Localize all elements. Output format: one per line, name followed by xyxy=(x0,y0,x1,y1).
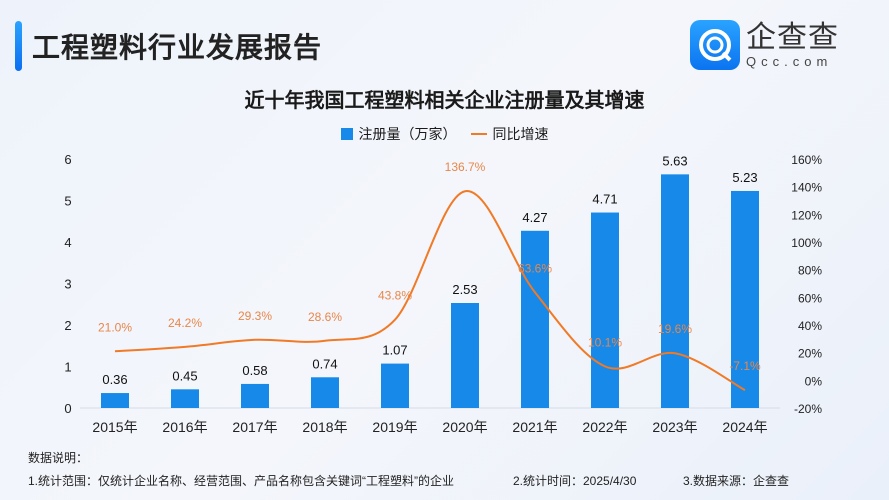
legend-bar-swatch xyxy=(340,128,353,140)
bar xyxy=(171,389,199,408)
bar xyxy=(381,363,409,408)
x-tick: 2015年 xyxy=(92,419,137,435)
x-tick: 2023年 xyxy=(652,419,697,435)
bar xyxy=(451,303,479,408)
y-right-tick: 100% xyxy=(791,236,822,250)
bar-label: 1.07 xyxy=(382,343,407,358)
y-left-tick: 1 xyxy=(64,360,71,375)
y-right-tick: 140% xyxy=(791,181,822,195)
y-right-tick: 80% xyxy=(798,264,822,278)
x-tick: 2020年 xyxy=(442,419,487,435)
logo-cn: 企查查 xyxy=(746,20,839,54)
line-label: 19.6% xyxy=(658,322,692,336)
report-title: 工程塑料行业发展报告 xyxy=(32,32,323,63)
bar xyxy=(661,174,689,408)
bar xyxy=(731,190,759,408)
y-right-tick: 160% xyxy=(791,153,822,167)
legend-line-swatch xyxy=(470,133,487,135)
bar-label: 2.53 xyxy=(452,282,477,297)
note-2: 2.统计时间：2025/4/30 xyxy=(513,474,637,488)
y-left-tick: 6 xyxy=(64,152,71,167)
line-label: 29.3% xyxy=(238,309,272,323)
qcc-logo-icon xyxy=(690,20,740,70)
x-tick: 2021年 xyxy=(512,419,557,435)
x-tick: 2022年 xyxy=(582,419,627,435)
chart-title: 近十年我国工程塑料相关企业注册量及其增速 xyxy=(244,90,645,112)
bar xyxy=(591,212,619,408)
x-tick: 2019年 xyxy=(372,419,417,435)
x-tick: 2016年 xyxy=(162,419,207,435)
bar-label: 4.27 xyxy=(522,210,547,225)
legend-bar-label: 注册量（万家） xyxy=(358,126,457,142)
bar xyxy=(521,230,549,408)
bar xyxy=(241,383,269,408)
bar-label: 5.23 xyxy=(732,170,757,185)
line-label: 28.6% xyxy=(308,310,342,324)
x-tick: 2018年 xyxy=(302,419,347,435)
y-left-tick: 3 xyxy=(64,277,71,292)
bar-label: 4.71 xyxy=(592,192,617,207)
qcc-logo: 企查查 Qcc.com xyxy=(690,20,839,70)
growth-line xyxy=(114,190,746,392)
y-left-tick: 2 xyxy=(64,318,71,333)
bar xyxy=(311,377,339,408)
logo-en: Qcc.com xyxy=(746,53,833,69)
notes-heading: 数据说明： xyxy=(28,451,89,465)
y-right-tick: 0% xyxy=(805,374,823,388)
y-right-tick: 120% xyxy=(791,208,822,222)
x-tick: 2017年 xyxy=(232,419,277,435)
bar-label: 0.36 xyxy=(102,372,127,387)
note-1: 1.统计范围：仅统计企业名称、经营范围、产品名称包含关键词“工程塑料”的企业 xyxy=(28,474,455,488)
legend: 注册量（万家） 同比增速 xyxy=(0,124,889,144)
line-label: 43.8% xyxy=(378,289,412,303)
line-label: -7.1% xyxy=(729,359,761,373)
y-right-tick: 20% xyxy=(798,347,822,361)
line-label: 10.1% xyxy=(588,335,622,349)
y-left-tick: 0 xyxy=(64,401,71,416)
y-right-tick: 40% xyxy=(798,319,822,333)
bar-label: 0.58 xyxy=(242,363,267,378)
note-3: 3.数据来源：企查查 xyxy=(683,474,790,488)
y-right-tick: 60% xyxy=(798,291,822,305)
legend-line-label: 同比增速 xyxy=(492,126,549,142)
title-accent-bar xyxy=(15,21,22,71)
line-label: 21.0% xyxy=(98,320,132,334)
bar-label: 0.74 xyxy=(312,356,337,371)
bar xyxy=(101,393,129,408)
y-right-tick: -20% xyxy=(794,402,822,416)
bar-label: 5.63 xyxy=(662,153,687,168)
bar-label: 0.45 xyxy=(172,368,197,383)
x-tick: 2024年 xyxy=(722,419,767,435)
y-left-tick: 5 xyxy=(64,194,71,209)
line-label: 24.2% xyxy=(168,316,202,330)
line-label: 63.6% xyxy=(518,261,552,275)
line-label: 136.7% xyxy=(445,160,486,174)
y-left-tick: 4 xyxy=(64,235,71,250)
